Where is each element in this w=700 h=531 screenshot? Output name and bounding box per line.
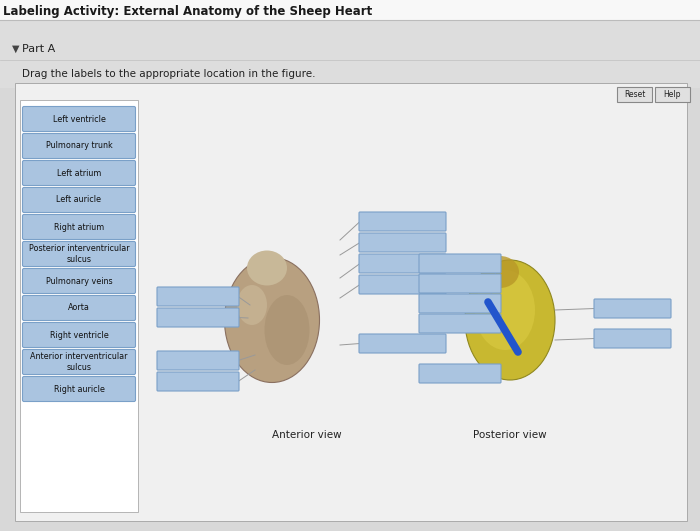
FancyBboxPatch shape [359, 233, 446, 252]
Ellipse shape [481, 256, 519, 288]
FancyBboxPatch shape [594, 299, 671, 318]
Ellipse shape [225, 258, 319, 382]
Text: Left atrium: Left atrium [57, 168, 102, 177]
FancyBboxPatch shape [22, 133, 136, 158]
Ellipse shape [247, 251, 287, 286]
Text: ▼: ▼ [12, 44, 20, 54]
FancyBboxPatch shape [419, 254, 501, 273]
FancyBboxPatch shape [359, 212, 446, 231]
FancyBboxPatch shape [22, 107, 136, 132]
FancyBboxPatch shape [22, 295, 136, 321]
FancyBboxPatch shape [655, 87, 690, 102]
FancyBboxPatch shape [594, 329, 671, 348]
FancyBboxPatch shape [22, 187, 136, 212]
FancyBboxPatch shape [419, 364, 501, 383]
Text: Right auricle: Right auricle [54, 384, 104, 393]
Text: Pulmonary veins: Pulmonary veins [46, 277, 112, 286]
FancyBboxPatch shape [22, 215, 136, 239]
Text: Anterior interventricular
sulcus: Anterior interventricular sulcus [30, 352, 127, 372]
Ellipse shape [465, 260, 555, 380]
Text: Help: Help [664, 90, 681, 99]
FancyBboxPatch shape [0, 20, 700, 88]
FancyBboxPatch shape [359, 275, 446, 294]
Text: Right atrium: Right atrium [54, 222, 104, 232]
Text: Anterior view: Anterior view [272, 430, 342, 440]
Text: Pulmonary trunk: Pulmonary trunk [46, 141, 113, 150]
FancyBboxPatch shape [22, 322, 136, 347]
Text: Drag the labels to the appropriate location in the figure.: Drag the labels to the appropriate locat… [22, 69, 316, 79]
Text: Posterior view: Posterior view [473, 430, 547, 440]
Ellipse shape [265, 295, 309, 365]
FancyBboxPatch shape [419, 314, 501, 333]
FancyBboxPatch shape [359, 334, 446, 353]
Text: Aorta: Aorta [68, 304, 90, 313]
FancyBboxPatch shape [20, 100, 138, 512]
FancyBboxPatch shape [22, 269, 136, 294]
FancyBboxPatch shape [22, 376, 136, 401]
FancyBboxPatch shape [419, 294, 501, 313]
Text: Posterior interventricular
sulcus: Posterior interventricular sulcus [29, 244, 130, 264]
FancyBboxPatch shape [157, 372, 239, 391]
Text: Right ventricle: Right ventricle [50, 330, 108, 339]
FancyBboxPatch shape [419, 274, 501, 293]
FancyBboxPatch shape [22, 160, 136, 185]
Text: Part A: Part A [22, 44, 55, 54]
FancyBboxPatch shape [359, 254, 446, 273]
Text: Labeling Activity: External Anatomy of the Sheep Heart: Labeling Activity: External Anatomy of t… [3, 4, 372, 18]
FancyBboxPatch shape [157, 287, 239, 306]
FancyBboxPatch shape [617, 87, 652, 102]
Text: Reset: Reset [624, 90, 645, 99]
FancyBboxPatch shape [22, 242, 136, 267]
FancyBboxPatch shape [157, 351, 239, 370]
FancyBboxPatch shape [22, 349, 136, 374]
FancyBboxPatch shape [0, 0, 700, 20]
FancyBboxPatch shape [157, 308, 239, 327]
Text: Left ventricle: Left ventricle [52, 115, 106, 124]
Ellipse shape [475, 270, 535, 350]
FancyBboxPatch shape [15, 83, 687, 521]
Text: Left auricle: Left auricle [57, 195, 102, 204]
Ellipse shape [237, 285, 267, 325]
